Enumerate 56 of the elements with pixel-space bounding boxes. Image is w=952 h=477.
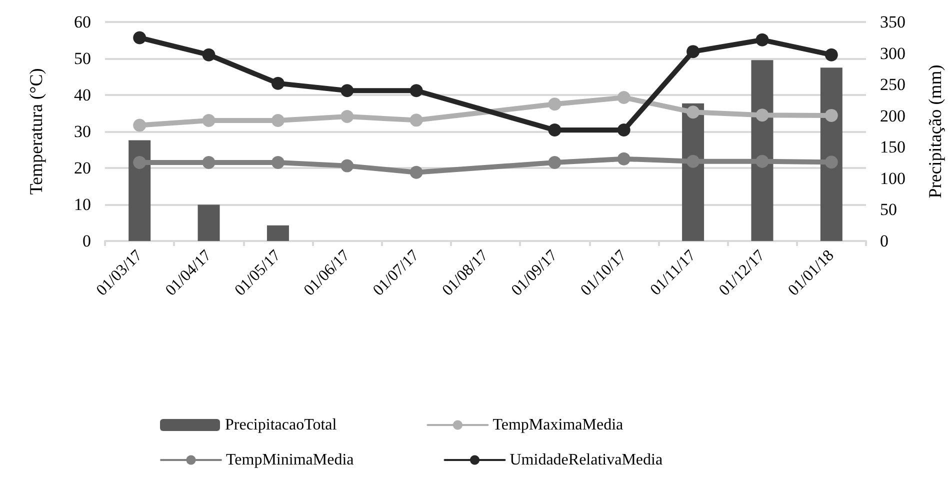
point	[271, 76, 284, 90]
point	[617, 152, 630, 166]
y-tick-label: 20	[74, 158, 91, 178]
y-tick-label: 0	[82, 232, 91, 250]
point	[617, 124, 630, 137]
point	[824, 48, 838, 62]
legend-label: TempMaximaMedia	[492, 416, 624, 434]
point	[548, 98, 562, 111]
bar	[128, 140, 151, 241]
point	[340, 110, 354, 124]
legend-label: UmidadeRelativaMedia	[510, 452, 663, 468]
point	[340, 84, 354, 98]
y-tick-label: 40	[74, 86, 91, 104]
legend-label: PrecipitacaoTotal	[225, 416, 338, 434]
point	[686, 45, 700, 58]
point	[271, 156, 284, 170]
point	[686, 154, 700, 168]
point	[824, 108, 838, 122]
y2-tick-label: 200	[880, 106, 906, 126]
point	[202, 114, 216, 128]
bar	[751, 60, 774, 241]
y2-tick-label: 150	[880, 138, 906, 157]
point	[133, 118, 146, 132]
y2-axis-title: Precipitação (mm)	[925, 64, 945, 198]
point	[340, 159, 354, 172]
y2-tick-label: 300	[880, 44, 906, 63]
bar	[266, 225, 289, 241]
point	[686, 106, 700, 119]
point	[824, 156, 838, 169]
point	[756, 154, 769, 168]
bar	[198, 204, 220, 241]
y2-tick-label: 50	[880, 200, 897, 220]
y-tick-label: 10	[74, 195, 91, 214]
bar	[820, 68, 842, 241]
y2-tick-label: 100	[880, 168, 906, 188]
y2-tick-label: 0	[880, 232, 888, 250]
y-tick-label: 30	[74, 122, 91, 141]
point	[756, 33, 769, 46]
legend-label: TempMinimaMedia	[226, 452, 354, 468]
y2-tick-label: 250	[880, 75, 906, 94]
point	[410, 114, 423, 127]
point	[548, 156, 562, 170]
point	[410, 166, 423, 179]
point	[133, 31, 146, 44]
point	[548, 124, 562, 137]
point	[271, 114, 284, 128]
y2-tick-label: 350	[880, 12, 906, 32]
point	[410, 84, 423, 98]
y-tick-label: 50	[74, 49, 91, 68]
y-axis-title: Temperatura (°C)	[26, 68, 46, 195]
point	[756, 108, 769, 122]
point	[133, 156, 146, 170]
y-tick-label: 60	[74, 12, 91, 32]
point	[202, 48, 216, 62]
point	[202, 156, 216, 170]
point	[617, 91, 630, 104]
